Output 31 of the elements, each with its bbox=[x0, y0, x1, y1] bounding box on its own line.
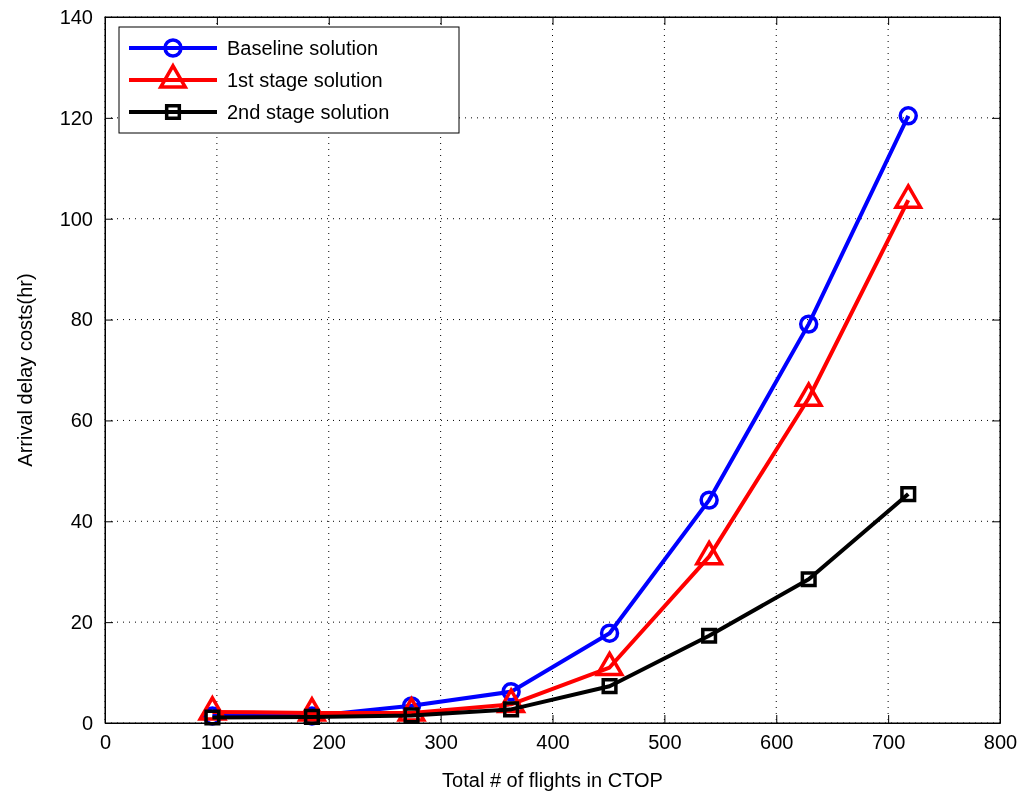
y-axis-title: Arrival delay costs(hr) bbox=[14, 273, 36, 467]
x-tick-label: 600 bbox=[760, 731, 794, 754]
x-tick-label: 400 bbox=[536, 731, 570, 754]
x-tick-label: 500 bbox=[648, 731, 682, 754]
point bbox=[701, 627, 718, 644]
point bbox=[800, 571, 817, 588]
point bbox=[599, 623, 620, 643]
y-tick-label: 60 bbox=[70, 409, 93, 432]
y-tick-label: 120 bbox=[59, 106, 93, 129]
legend-label: Baseline solution bbox=[227, 37, 379, 59]
x-tick-label: 800 bbox=[983, 731, 1018, 754]
legend-label: 1st stage solution bbox=[227, 69, 383, 91]
y-tick-label: 80 bbox=[70, 308, 93, 331]
x-axis-title: Total # of flights in CTOP bbox=[442, 769, 663, 791]
y-tick-label: 140 bbox=[59, 5, 93, 28]
x-tick-label: 700 bbox=[871, 731, 906, 754]
x-tick-label: 200 bbox=[312, 731, 346, 754]
x-tick-label: 0 bbox=[99, 731, 112, 754]
x-tick-label: 300 bbox=[424, 731, 458, 754]
point bbox=[699, 490, 719, 510]
point bbox=[601, 678, 618, 695]
point bbox=[898, 106, 918, 126]
point bbox=[900, 485, 917, 503]
y-tick-label: 0 bbox=[81, 711, 93, 734]
y-tick-label: 20 bbox=[70, 611, 93, 634]
x-tick-label: 100 bbox=[200, 731, 235, 754]
point bbox=[503, 701, 520, 718]
point bbox=[798, 314, 819, 334]
legend-label: 2nd stage solution bbox=[227, 101, 390, 123]
y-tick-label: 100 bbox=[59, 207, 93, 230]
y-tick-label: 40 bbox=[70, 510, 93, 533]
